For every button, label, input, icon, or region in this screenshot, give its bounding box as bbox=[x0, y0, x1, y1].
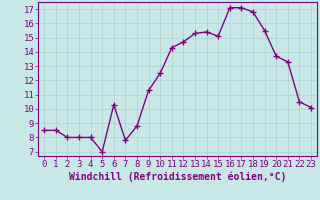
X-axis label: Windchill (Refroidissement éolien,°C): Windchill (Refroidissement éolien,°C) bbox=[69, 172, 286, 182]
